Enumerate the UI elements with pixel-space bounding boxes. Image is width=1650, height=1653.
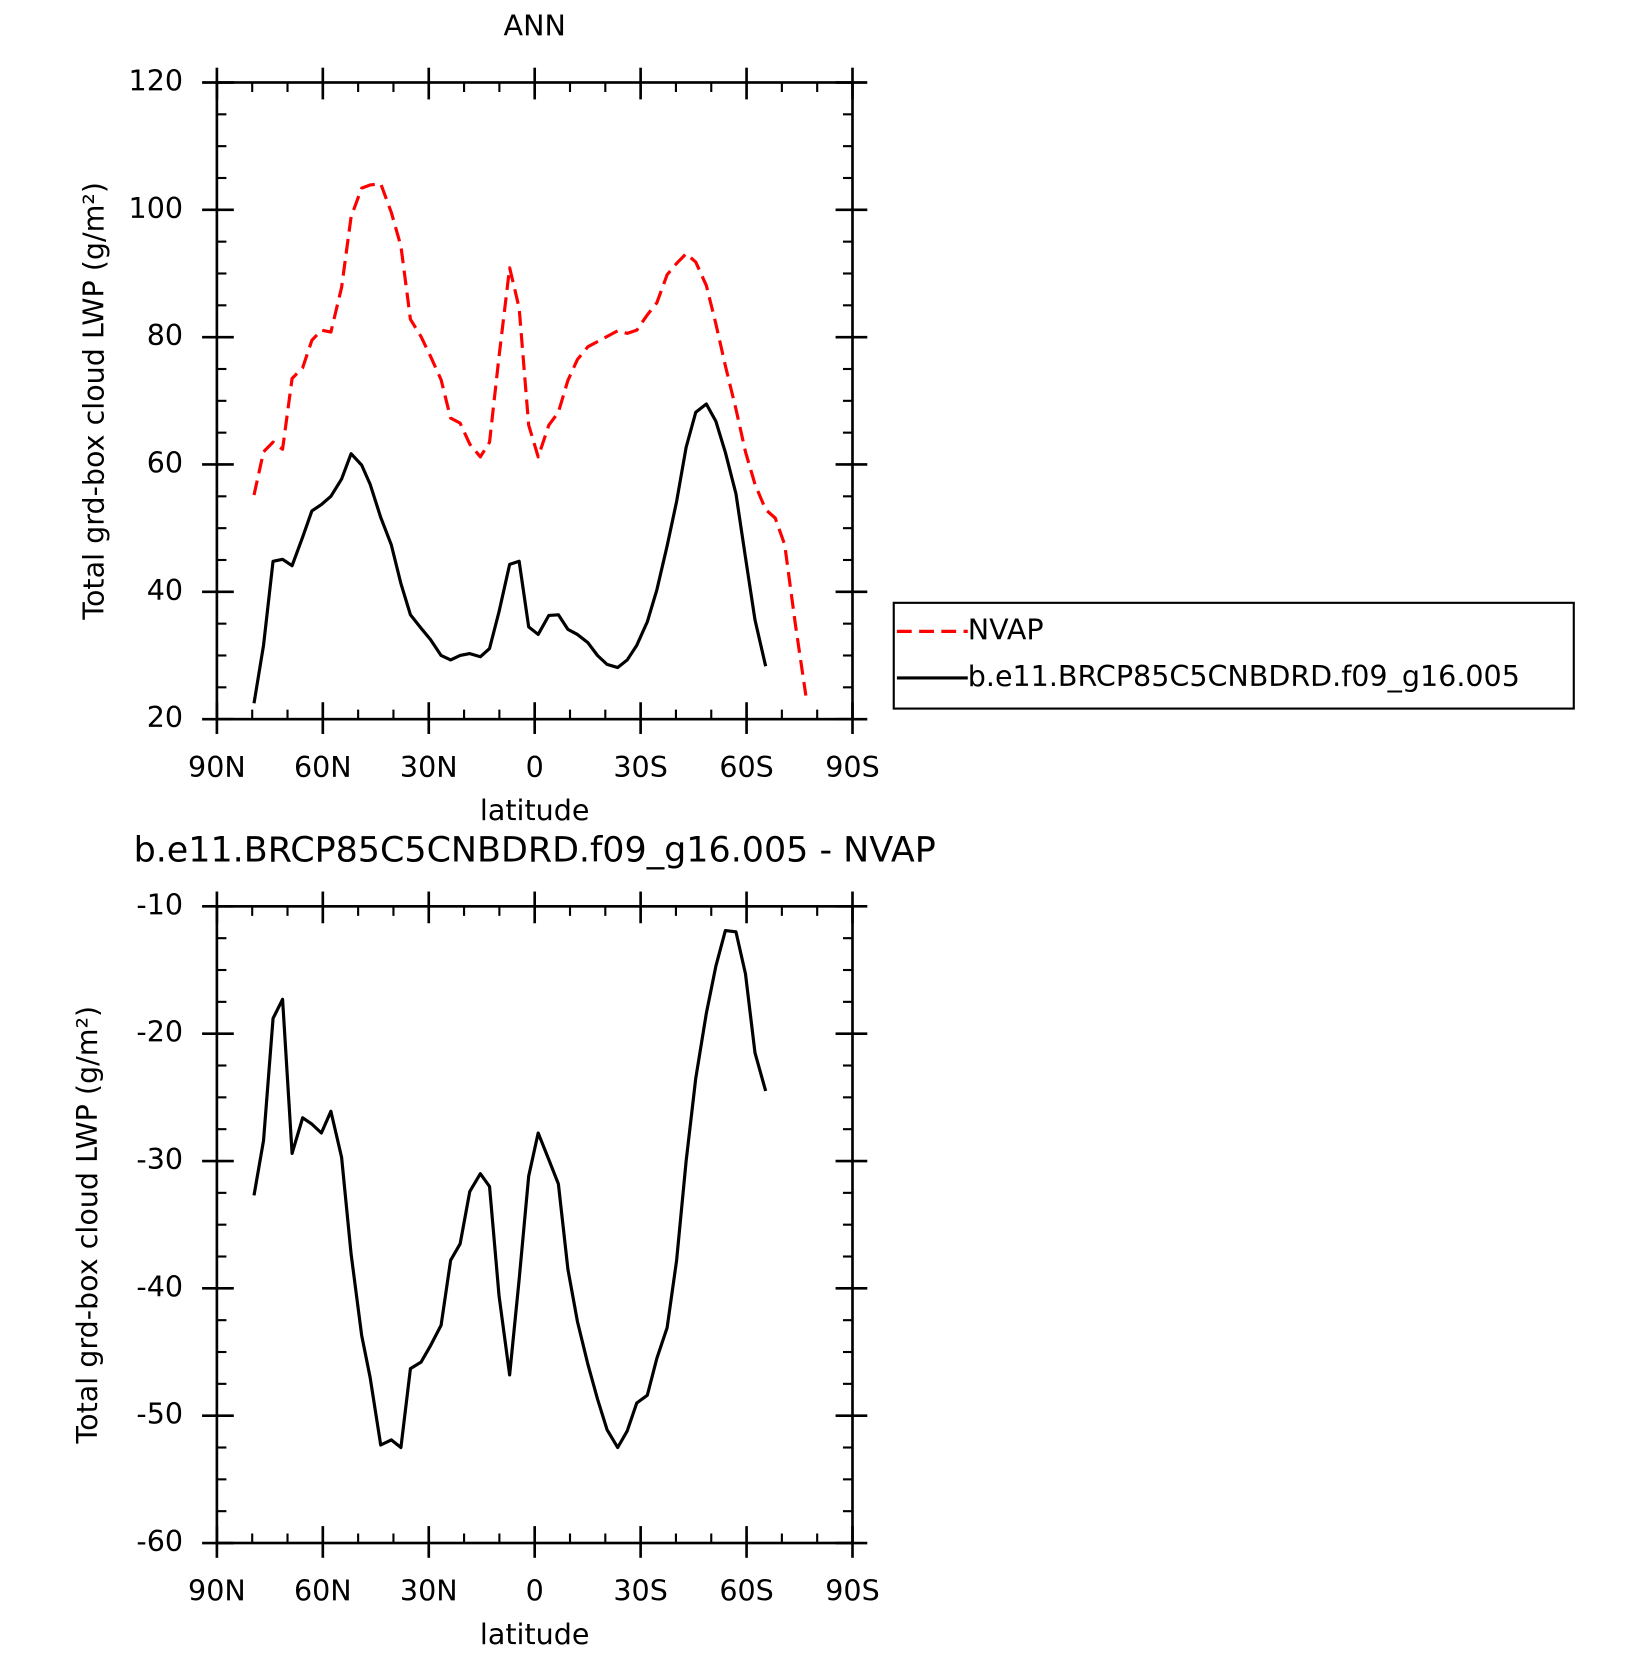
chart-title: ANN [504, 8, 566, 42]
x-tick-label: 60N [294, 1574, 352, 1608]
chart-title: b.e11.BRCP85C5CNBDRD.f09_g16.005 - NVAP [134, 830, 936, 870]
y-tick-label: 40 [147, 573, 183, 607]
y-tick-label: -10 [136, 887, 183, 921]
y-axis-label: Total grd-box cloud LWP (g/m²) [76, 182, 110, 621]
x-tick-label: 60N [294, 750, 352, 784]
x-axis-label: latitude [480, 1617, 590, 1651]
x-tick-label: 30N [400, 1574, 458, 1608]
data-line [252, 928, 768, 1450]
x-tick-label: 30S [613, 1574, 667, 1608]
x-tick-label: 0 [526, 750, 544, 784]
data-line [252, 182, 808, 696]
x-tick-label: 0 [526, 1574, 544, 1608]
y-tick-label: 80 [147, 318, 183, 352]
plot-frame [215, 905, 854, 1545]
legend-label: b.e11.BRCP85C5CNBDRD.f09_g16.005 [968, 659, 1520, 693]
legend-box [892, 601, 1575, 710]
y-tick-label: -30 [136, 1142, 183, 1176]
x-tick-label: 30S [613, 750, 667, 784]
x-tick-label: 90N [188, 750, 246, 784]
y-tick-label: -20 [136, 1015, 183, 1049]
y-axis-label: Total grd-box cloud LWP (g/m²) [70, 1006, 104, 1445]
y-tick-label: -40 [136, 1269, 183, 1303]
y-tick-label: 20 [147, 700, 183, 734]
y-tick-label: 60 [147, 445, 183, 479]
legend-label: NVAP [968, 612, 1044, 646]
y-tick-label: 120 [129, 63, 184, 97]
x-tick-label: 60S [719, 750, 773, 784]
x-tick-label: 30N [400, 750, 458, 784]
x-axis-label: latitude [480, 793, 590, 827]
x-tick-label: 90N [188, 1574, 246, 1608]
x-tick-label: 90S [825, 1574, 879, 1608]
x-tick-label: 60S [719, 1574, 773, 1608]
y-tick-label: -50 [136, 1397, 183, 1431]
y-tick-label: -60 [136, 1524, 183, 1558]
y-tick-label: 100 [129, 191, 184, 225]
x-tick-label: 90S [825, 750, 879, 784]
data-line [252, 402, 768, 704]
